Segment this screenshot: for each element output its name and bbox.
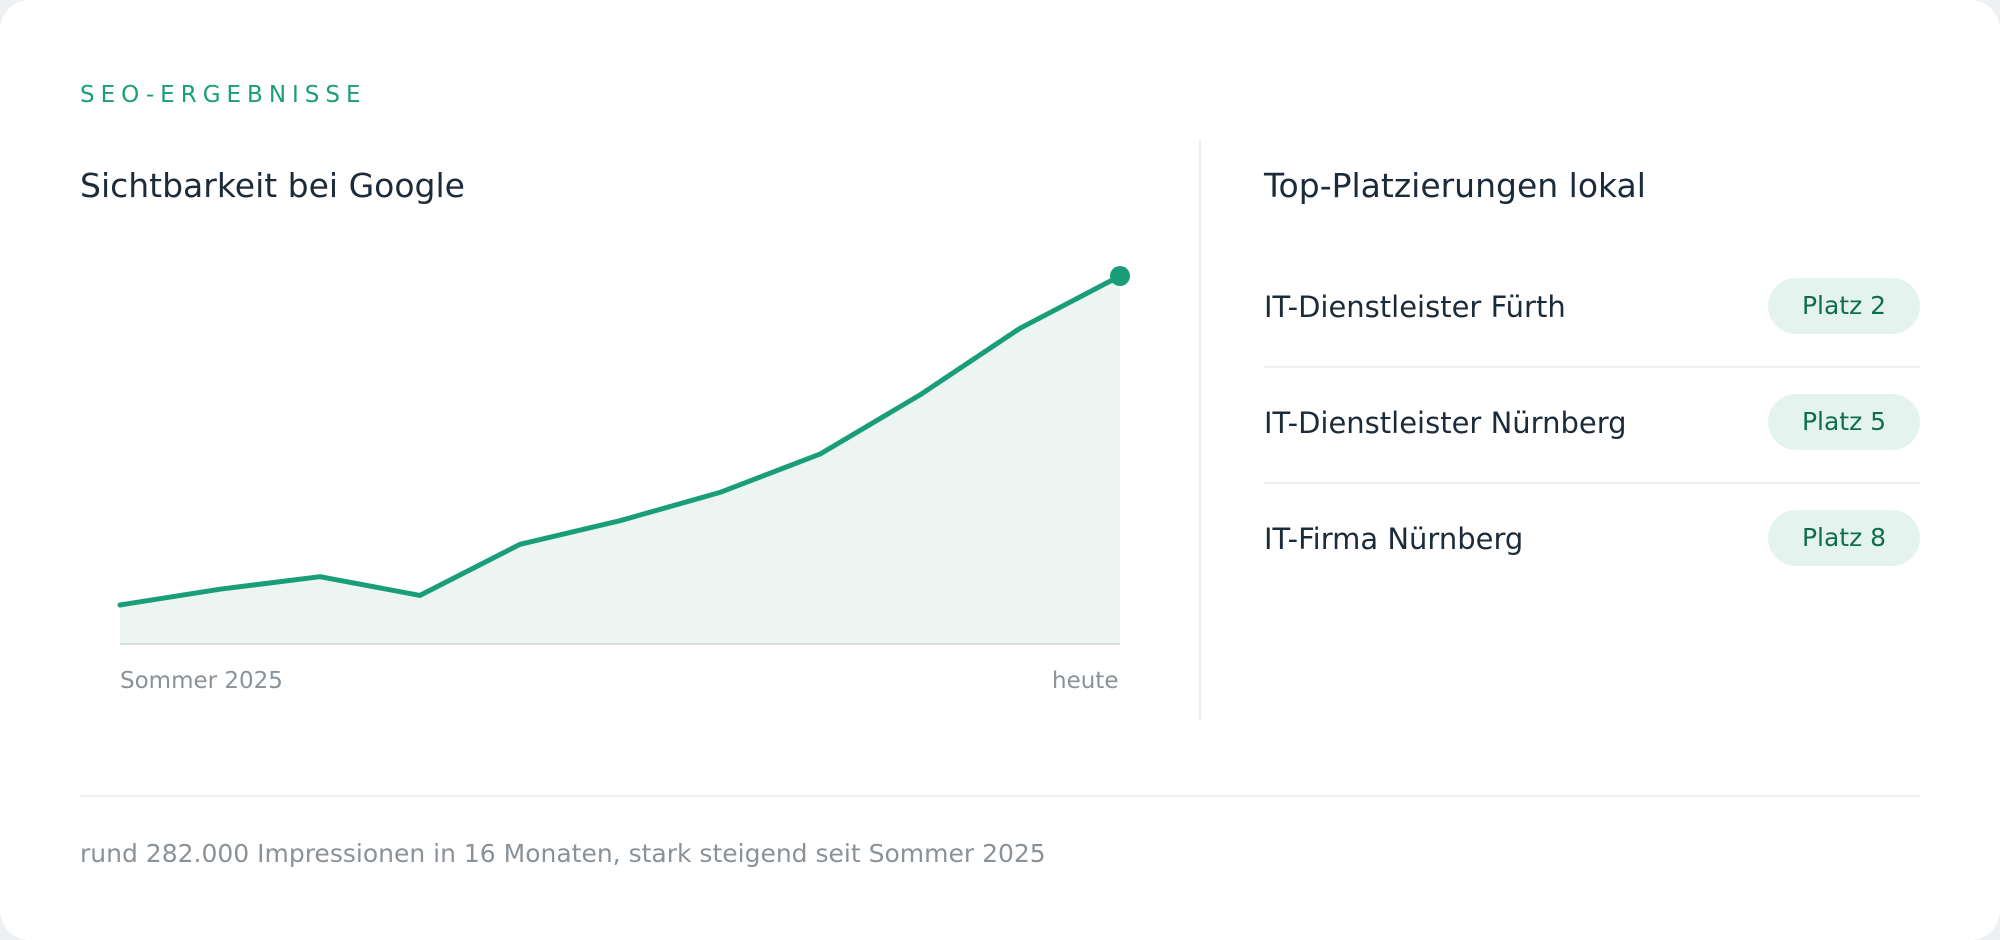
chart-data-point: [619, 520, 621, 522]
chart-data-point: [419, 594, 421, 596]
ranking-keyword: IT-Firma Nürnberg: [1264, 522, 1524, 556]
section-eyebrow: SEO-ERGEBNISSE: [80, 82, 367, 108]
chart-data-point: [1019, 327, 1021, 329]
chart-area-fill: [120, 276, 1120, 644]
chart-data-point: [919, 394, 921, 396]
chart-data-point: [219, 588, 221, 590]
ranking-badge: Platz 2: [1768, 278, 1920, 334]
ranking-badge: Platz 8: [1768, 510, 1920, 566]
impressions-summary: rund 282.000 Impressionen in 16 Monaten,…: [80, 839, 1046, 868]
x-axis-start-label: Sommer 2025: [120, 668, 283, 694]
ranking-row: IT-Dienstleister Fürth Platz 2: [1264, 252, 1920, 368]
ranking-badge: Platz 5: [1768, 394, 1920, 450]
x-axis-end-label: heute: [1052, 668, 1119, 694]
chart-data-point: [519, 543, 521, 545]
ranking-row: IT-Dienstleister Nürnberg Platz 5: [1264, 368, 1920, 484]
ranking-keyword: IT-Dienstleister Fürth: [1264, 290, 1566, 324]
chart-data-point: [719, 491, 721, 493]
column-divider: [1199, 140, 1201, 720]
rankings-title: Top-Platzierungen lokal: [1264, 166, 1646, 205]
visibility-chart-title: Sichtbarkeit bei Google: [80, 166, 465, 205]
visibility-area-chart: [117, 266, 1130, 645]
ranking-keyword: IT-Dienstleister Nürnberg: [1264, 406, 1627, 440]
chart-data-point: [319, 576, 321, 578]
chart-data-point: [119, 604, 121, 606]
chart-endpoint-dot: [1110, 266, 1130, 286]
ranking-row: IT-Firma Nürnberg Platz 8: [1264, 484, 1920, 600]
footer-divider: [80, 795, 1920, 797]
chart-data-point: [819, 453, 821, 455]
